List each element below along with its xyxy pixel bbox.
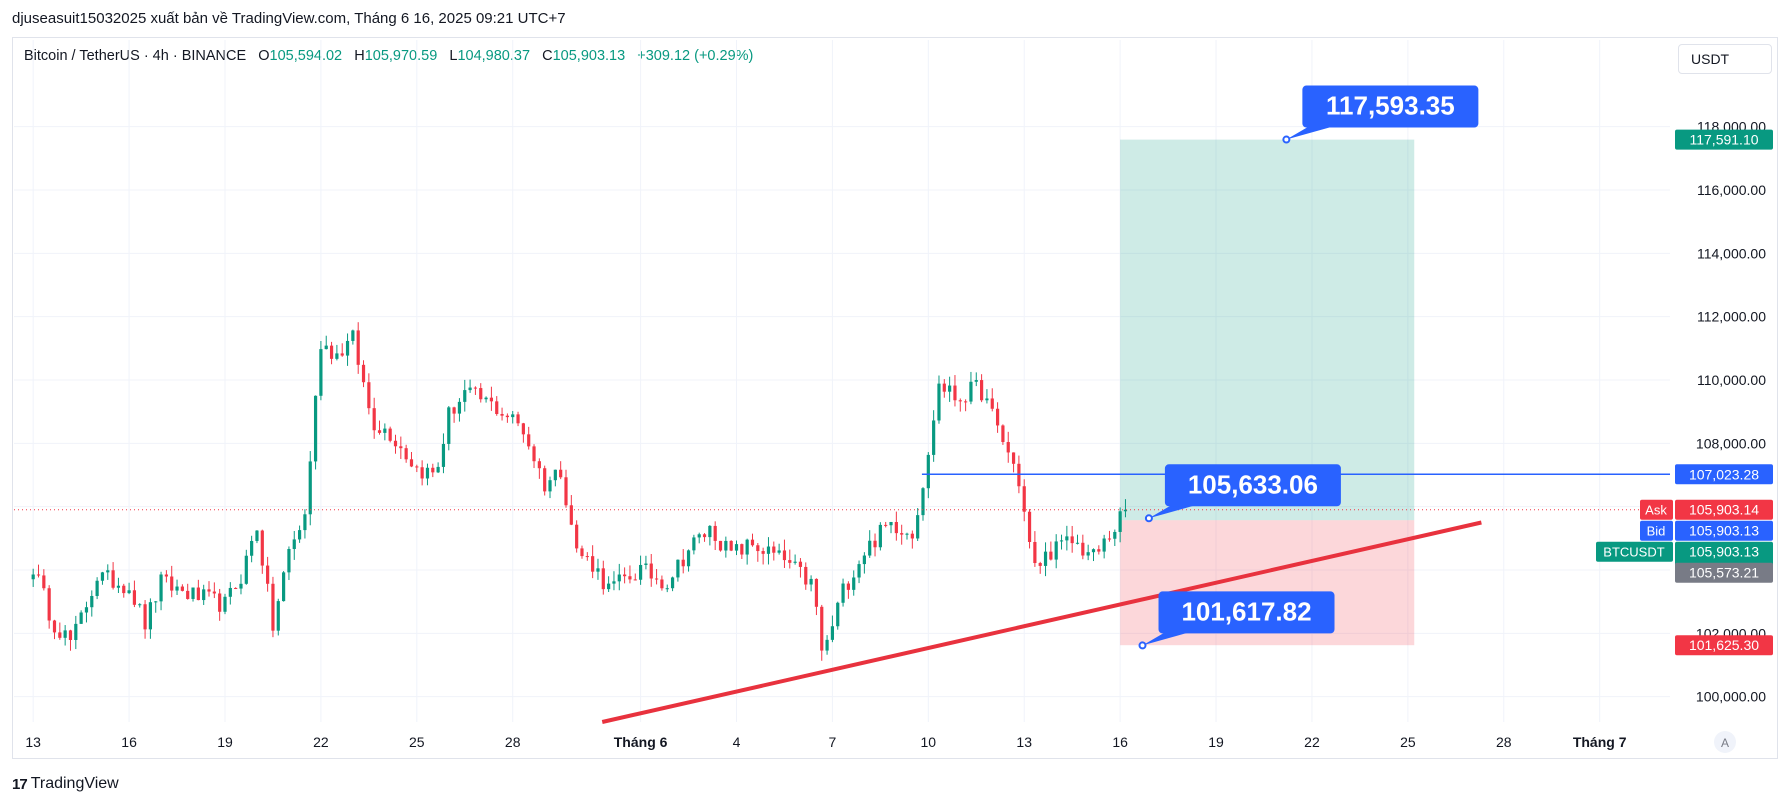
close-label: C [542, 48, 553, 64]
symbol-legend[interactable]: Bitcoin / TetherUS · 4h · BINANCE O105,5… [24, 48, 753, 64]
brand-name: TradingView [30, 775, 119, 792]
close-value: 105,903.13 [552, 48, 626, 64]
symbol-name[interactable]: Bitcoin / TetherUS · 4h · BINANCE [24, 48, 247, 64]
chart-frame [12, 37, 1778, 759]
high-value: 105,970.59 [364, 48, 438, 64]
footer-brand: 17 TradingView [12, 775, 119, 793]
high-label: H [354, 48, 365, 64]
change-value: +309.12 (+0.29%) [637, 48, 754, 64]
open-value: 105,594.02 [269, 48, 343, 64]
currency-selector[interactable]: USDT [1678, 44, 1772, 74]
low-value: 104,980.37 [457, 48, 531, 64]
publish-info: djuseasuit15032025 xuất bản về TradingVi… [12, 10, 566, 27]
low-label: L [449, 48, 458, 64]
tradingview-logo-icon: 17 [12, 775, 28, 793]
open-label: O [258, 48, 270, 64]
